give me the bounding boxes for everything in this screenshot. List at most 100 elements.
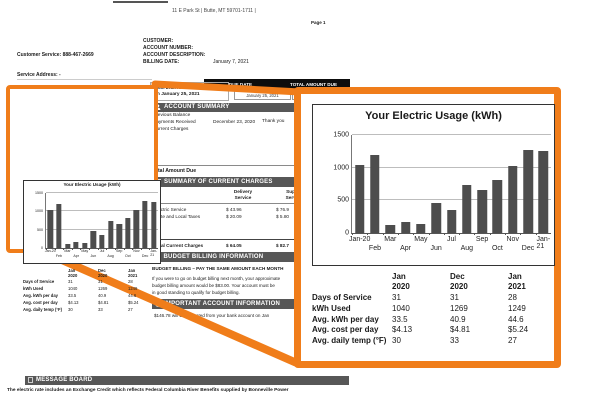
x-axis-tick xyxy=(352,233,353,235)
x-axis-tick xyxy=(459,233,461,235)
usage-bar-Aug xyxy=(107,220,114,248)
row-value: 1269 xyxy=(450,303,468,313)
customer-service-phone: Customer Service: 888-467-2669 xyxy=(17,52,94,58)
due-date-bar: DUE DATE TOTAL AMOUNT DUE xyxy=(204,79,350,89)
service-address-label: Service Address: - xyxy=(17,72,61,78)
charge-cell: $ 76.9 xyxy=(276,207,290,212)
usage-bar-Jan-21 xyxy=(151,202,157,248)
col-header: Jan 2020 xyxy=(68,268,78,279)
usage-bar-Sep xyxy=(116,223,122,248)
x-axis-tick xyxy=(132,248,134,250)
usage-table-row: Avg. daily temp (°F) 30 33 27 xyxy=(312,336,558,347)
gridline xyxy=(46,210,158,212)
row-value: 31 xyxy=(98,279,103,285)
x-axis-tick-label: Apr xyxy=(73,254,79,258)
x-axis-tick-label: Jan-21 xyxy=(150,249,158,257)
gridline xyxy=(352,166,551,168)
delivery-service-colhead: Delivery Service xyxy=(233,189,253,200)
usage-table-row: kWh Used 1040 1269 1249 xyxy=(23,286,163,293)
row-value: 31 xyxy=(392,293,401,302)
row-value: 28 xyxy=(508,293,517,302)
charges-head-rule xyxy=(152,203,345,204)
x-axis-tick xyxy=(443,233,445,235)
usage-bar-Sep xyxy=(477,190,487,233)
y-axis-tick-label: 500 xyxy=(37,227,43,232)
message-board-line: The electric rate includes an Exchange C… xyxy=(7,388,289,393)
note-icon xyxy=(28,377,33,384)
x-axis-tick-label: Jan-20 xyxy=(348,236,371,243)
x-axis-tick xyxy=(382,233,384,235)
thank-you-note: Thank you xyxy=(262,119,285,124)
due-date-label: DUE DATE xyxy=(228,81,253,87)
corner-cell xyxy=(23,268,68,278)
usage-bar-Nov xyxy=(507,165,518,233)
row-value: 33 xyxy=(450,336,459,346)
x-axis-tick xyxy=(97,248,99,250)
message-board-header: MESSAGE BOARD xyxy=(25,375,349,385)
usage-bar-Oct xyxy=(125,218,131,248)
message-board-title: MESSAGE BOARD xyxy=(36,377,93,384)
x-axis-tick xyxy=(413,233,415,235)
y-axis-tick-label: 500 xyxy=(337,196,349,204)
usage-bar-Apr xyxy=(73,241,79,248)
row-label: Avg. daily temp (°F) xyxy=(312,336,387,346)
usage-bar-Apr xyxy=(400,222,411,233)
charge-cell: $ 20.09 xyxy=(226,214,242,219)
usage-table-row: Avg. cost per day $4.13 $4.81 $5.24 xyxy=(23,300,163,307)
current-charges-label: Current Charges xyxy=(153,127,189,132)
row-label: Days of Service xyxy=(312,293,372,302)
row-value: $4.81 xyxy=(450,325,471,335)
total-due-rule xyxy=(152,165,345,166)
x-axis-tick xyxy=(428,233,430,235)
row-value: 30 xyxy=(392,336,401,346)
x-axis-tick-label: Apr xyxy=(400,245,412,252)
row-value: 1249 xyxy=(128,286,138,292)
row-value: 31 xyxy=(68,279,73,285)
usage-bar-Feb xyxy=(56,204,62,248)
charge-cell: Electric Service xyxy=(154,207,187,212)
x-axis-tick-label: Jul xyxy=(447,236,456,243)
row-label: Avg. daily temp (°F) xyxy=(23,306,62,312)
usage-bar-Jun xyxy=(431,202,441,233)
x-axis-tick-label: Jan-20 xyxy=(44,249,56,253)
x-axis-tick xyxy=(54,248,56,250)
row-value: 40.9 xyxy=(98,293,107,298)
utility-address: 11 E Park St | Butte, MT 59701-1711 | xyxy=(172,8,256,14)
x-axis-tick-label: Sep xyxy=(116,249,123,253)
total-amount-due-label: TOTAL AMOUNT DUE xyxy=(289,81,338,87)
row-value: 30 xyxy=(68,306,73,312)
x-axis-tick-label: Feb xyxy=(368,245,381,252)
row-value: 1269 xyxy=(98,286,108,292)
y-axis-tick-label: 0 xyxy=(41,246,43,250)
budget-line-1: If you were to go on budget billing next… xyxy=(152,276,281,281)
field-billing-date: BILLING DATE: xyxy=(143,59,180,65)
x-axis-tick-label: May xyxy=(81,249,89,253)
x-axis-tick-label: Oct xyxy=(491,245,503,252)
row-label: Avg. cost per day xyxy=(312,325,379,335)
charge-cell: $ 43.96 xyxy=(226,207,242,212)
budget-billing-title: BUDGET BILLING INFORMATION xyxy=(163,253,264,260)
total-amount-due: Total Amount Due xyxy=(152,168,197,174)
usage-chart-large: Your Electric Usage (kWh) 0 500 1000 1500 Ja… xyxy=(312,104,555,266)
budget-billing-subhead: BUDGET BILLING – PAY THE SAME AMOUNT EAC… xyxy=(152,266,284,271)
x-axis-tick-label: Nov xyxy=(506,236,519,243)
x-axis-tick-label: Dec xyxy=(141,254,149,258)
field-account-description: ACCOUNT DESCRIPTION: xyxy=(143,52,206,58)
col-header: Jan 2020 xyxy=(392,272,410,291)
x-axis-tick-label: Aug xyxy=(460,245,474,252)
row-value: 44.6 xyxy=(508,314,524,324)
x-axis-tick-label: Nov xyxy=(133,249,140,253)
usage-bar-Nov xyxy=(133,210,140,248)
charge-cell: $ 5.80 xyxy=(276,214,290,219)
row-value: 27 xyxy=(128,306,133,312)
x-axis-tick xyxy=(46,248,47,250)
row-label: Days of Service xyxy=(23,279,55,285)
usage-bar-Aug xyxy=(462,184,472,233)
x-axis-tick xyxy=(149,248,151,250)
x-axis-tick xyxy=(89,248,91,250)
row-value: 31 xyxy=(450,293,459,302)
x-axis-tick xyxy=(140,248,142,250)
row-value: $4.81 xyxy=(98,299,109,305)
payment-date: December 23, 2020 xyxy=(213,120,256,125)
